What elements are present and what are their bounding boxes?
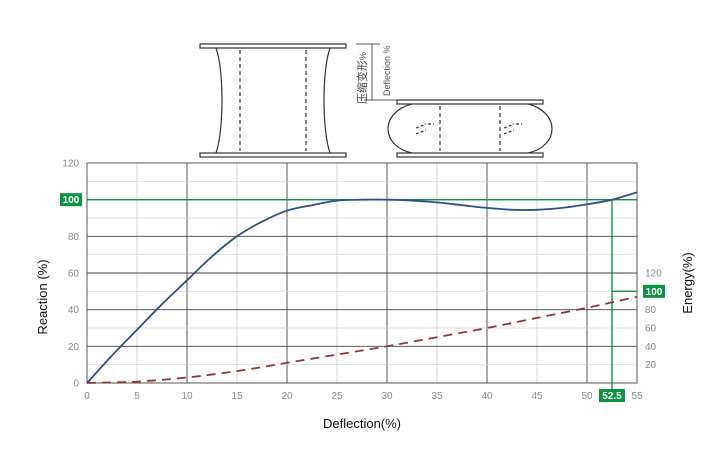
x-tick-label: 25	[331, 391, 343, 402]
reaction-curve	[86, 191, 638, 384]
deflection-percent-label: Deflection %	[382, 45, 392, 96]
x-tick-label: 0	[84, 391, 90, 402]
x-tick-label: 45	[531, 391, 543, 402]
y2-axis-ticks: 20 40 60 80 120	[645, 269, 662, 372]
reaction-100-badge: 100	[60, 193, 82, 207]
x-axis-ticks: 0 5 10 15 20 25 30 35 40 45 50 55	[84, 391, 643, 402]
deflection-52-5-badge: 52.5	[599, 389, 625, 402]
y2-axis-title: Energy(%)	[680, 252, 695, 313]
x-tick-label: 30	[381, 391, 393, 402]
x-tick-label: 15	[231, 391, 243, 402]
y-tick-label: 80	[68, 232, 80, 243]
x-tick-label: 5	[134, 391, 140, 402]
y2-tick-label: 60	[645, 324, 657, 335]
x-tick-label: 20	[281, 391, 293, 402]
cjk-deflection-label: 压缩变形	[355, 60, 369, 104]
x-axis-title: Deflection(%)	[323, 416, 401, 431]
y-tick-label: 120	[62, 159, 79, 170]
y-tick-label: 60	[68, 269, 80, 280]
y-axis-ticks: 0 20 40 60 80 120	[62, 159, 79, 390]
x-tick-label: 55	[631, 391, 643, 402]
fender-compressed-illustration	[387, 99, 553, 158]
energy-100-badge: 100	[643, 284, 665, 298]
y2-tick-label: 120	[645, 269, 662, 280]
deflection-dimension	[356, 43, 398, 101]
y2-tick-label: 80	[645, 305, 657, 316]
y-tick-label: 0	[73, 379, 79, 390]
y2-tick-label: 20	[645, 360, 657, 371]
y-tick-label: 20	[68, 342, 80, 353]
y2-tick-label: 40	[645, 342, 657, 353]
energy-curve	[86, 295, 638, 384]
x-tick-label: 50	[581, 391, 593, 402]
x-tick-label: 10	[181, 391, 193, 402]
fender-uncompressed-illustration	[199, 43, 347, 158]
plot-frame	[86, 162, 638, 384]
percent-label: %	[358, 52, 368, 60]
x-tick-label: 35	[431, 391, 443, 402]
reference-lines	[87, 198, 637, 391]
y-tick-label: 40	[68, 305, 80, 316]
svg-text:100: 100	[63, 195, 80, 206]
y-axis-title: Reaction (%)	[35, 259, 50, 334]
svg-text:100: 100	[646, 287, 663, 298]
x-tick-label: 40	[481, 391, 493, 402]
svg-text:52.5: 52.5	[602, 391, 622, 402]
